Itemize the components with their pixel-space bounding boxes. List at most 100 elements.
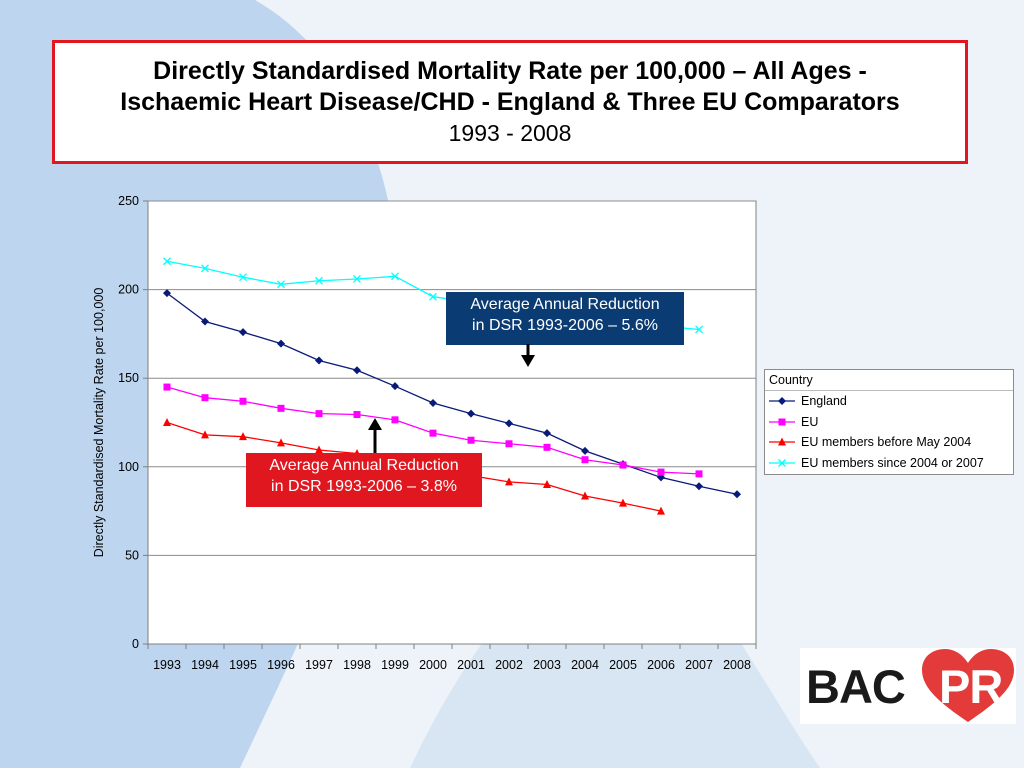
y-tick-label: 0 (132, 637, 139, 651)
data-point (277, 280, 285, 289)
legend-label: EU (801, 414, 819, 429)
legend-swatch (769, 418, 795, 426)
callout-red-line2: in DSR 1993-2006 – 3.8% (271, 478, 457, 495)
callout-eu-reduction: Average Annual Reduction in DSR 1993-200… (246, 453, 482, 507)
data-point (657, 506, 665, 515)
data-point (163, 418, 171, 426)
data-point (657, 468, 665, 476)
chart-subtitle: 1993 - 2008 (448, 120, 572, 146)
data-point (353, 366, 361, 375)
legend-item: EU members before May 2004 (765, 432, 1013, 453)
x-tick-label: 2004 (571, 658, 599, 672)
data-point (315, 410, 323, 418)
series-england (163, 289, 741, 499)
data-point (581, 491, 589, 500)
title-box: Directly Standardised Mortality Rate per… (52, 40, 968, 164)
data-point (581, 446, 589, 455)
data-point (778, 437, 786, 446)
x-tick-label: 2001 (457, 658, 485, 672)
data-point (543, 443, 551, 451)
data-point (467, 409, 475, 418)
x-tick-label: 1997 (305, 658, 333, 672)
series-line (166, 292, 738, 495)
data-point (778, 458, 786, 467)
data-point (277, 438, 285, 447)
data-point (778, 418, 786, 426)
data-point (315, 276, 323, 285)
data-point (778, 397, 786, 406)
legend-swatch (769, 458, 795, 467)
data-point (277, 404, 285, 412)
data-point (315, 356, 323, 365)
chart-title-line1: Directly Standardised Mortality Rate per… (153, 57, 867, 85)
data-point (429, 429, 437, 437)
data-point (429, 399, 437, 408)
data-point (315, 445, 323, 454)
data-point (201, 394, 209, 402)
data-point (239, 273, 247, 282)
y-tick-label: 150 (118, 371, 139, 385)
series-eu (163, 383, 703, 478)
data-point (695, 325, 703, 334)
x-tick-label: 2006 (647, 658, 675, 672)
x-tick-label: 1994 (191, 658, 219, 672)
y-tick-label: 200 (118, 283, 139, 297)
x-tick-label: 2002 (495, 658, 523, 672)
legend-label: EU members since 2004 or 2007 (801, 455, 984, 470)
callout-blue-line2: in DSR 1993-2006 – 5.6% (472, 317, 658, 334)
data-point (239, 397, 247, 405)
data-point (353, 275, 361, 283)
x-tick-label: 1998 (343, 658, 371, 672)
x-tick-label: 1993 (153, 658, 181, 672)
data-point (505, 477, 513, 486)
x-tick-label: 2007 (685, 658, 713, 672)
data-point (163, 289, 171, 298)
y-tick-label: 100 (118, 460, 139, 474)
x-tick-label: 2008 (723, 658, 751, 672)
x-tick-label: 1996 (267, 658, 295, 672)
heart-icon (922, 649, 1014, 722)
data-point (201, 430, 209, 439)
y-tick-label: 250 (118, 194, 139, 208)
data-point (163, 383, 171, 391)
legend-item: EU (765, 412, 1013, 433)
data-point (505, 440, 513, 448)
data-point (467, 436, 475, 444)
legend-label: EU members before May 2004 (801, 435, 972, 449)
data-point (695, 470, 703, 478)
y-tick-label: 50 (125, 548, 139, 562)
data-point (239, 328, 247, 337)
legend-item: EU members since 2004 or 2007 (765, 453, 1013, 474)
x-tick-label: 2005 (609, 658, 637, 672)
logo-text-right: PR (939, 660, 1003, 713)
data-point (391, 272, 399, 281)
legend-swatch (769, 397, 795, 406)
x-tick-label: 1999 (381, 658, 409, 672)
data-point (163, 257, 171, 266)
data-point (695, 482, 703, 491)
callout-blue-line1: Average Annual Reduction (470, 296, 660, 313)
data-point (581, 456, 589, 464)
legend-label: England (801, 394, 847, 408)
x-tick-label: 2003 (533, 658, 561, 672)
y-axis-label: Directly Standardised Mortality Rate per… (92, 288, 106, 558)
data-point (277, 339, 285, 348)
x-tick-label: 1995 (229, 658, 257, 672)
plot-area (147, 200, 757, 645)
legend-title: Country (765, 370, 1013, 391)
data-point (429, 292, 437, 301)
data-point (543, 429, 551, 438)
callout-red-line1: Average Annual Reduction (269, 457, 459, 474)
legend: Country England EU EU members before May 2… (764, 369, 1014, 475)
chart-title-line2: Ischaemic Heart Disease/CHD - England & … (120, 88, 900, 116)
data-point (239, 432, 247, 441)
data-point (391, 416, 399, 424)
x-tick-label: 2000 (419, 658, 447, 672)
bacpr-logo: BAC PR (800, 648, 1016, 724)
legend-item: England (765, 391, 1013, 412)
callout-england-reduction: Average Annual Reduction in DSR 1993-200… (446, 292, 684, 345)
data-point (733, 490, 741, 499)
data-point (353, 411, 361, 419)
data-point (619, 498, 627, 507)
logo-text-left: BAC (806, 660, 906, 713)
